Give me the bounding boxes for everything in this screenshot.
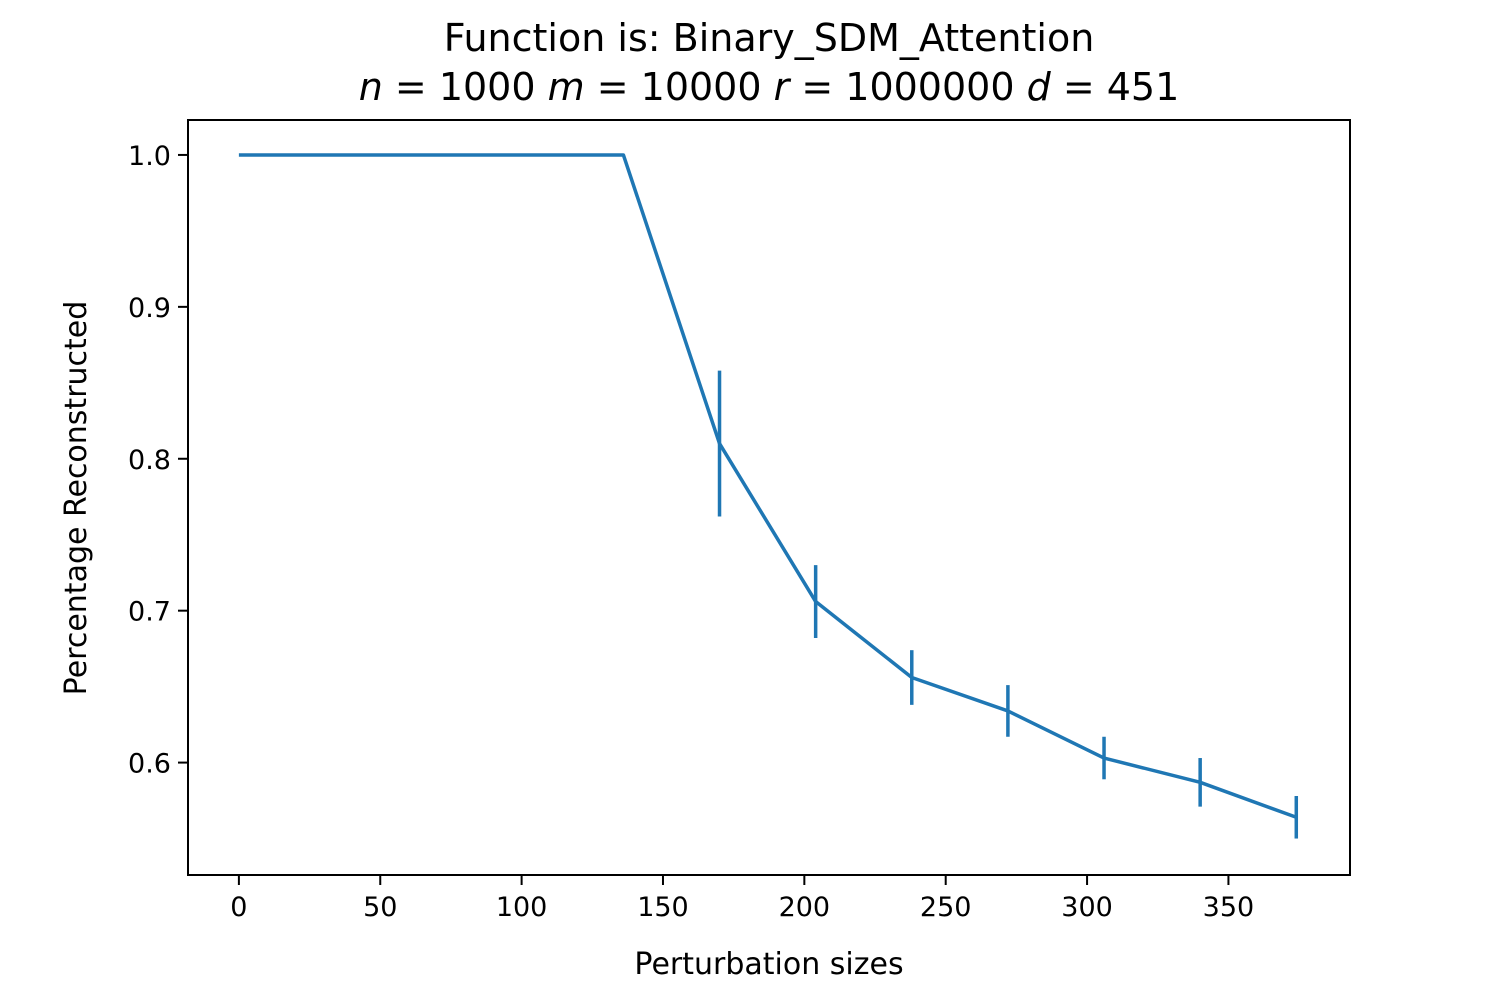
y-tick-label: 1.0 bbox=[128, 141, 171, 172]
x-axis-label: Perturbation sizes bbox=[634, 947, 903, 982]
x-tick-label: 200 bbox=[779, 892, 831, 923]
chart-title: Function is: Binary_SDM_Attention bbox=[444, 16, 1095, 60]
x-tick-label: 100 bbox=[496, 892, 548, 923]
x-tick-label: 350 bbox=[1203, 892, 1255, 923]
x-tick-label: 50 bbox=[363, 892, 397, 923]
series-line bbox=[238, 153, 1297, 819]
chart-subtitle: n = 1000 m = 10000 r = 1000000 d = 451 bbox=[359, 65, 1180, 109]
y-axis: 0.6 0.7 0.8 0.9 1.0 bbox=[128, 141, 188, 780]
x-axis: 0 50 100 150 200 250 300 350 bbox=[230, 875, 1254, 923]
plot-area bbox=[238, 153, 1299, 839]
x-tick-label: 250 bbox=[920, 892, 972, 923]
y-tick-label: 0.6 bbox=[128, 749, 171, 780]
x-tick-label: 150 bbox=[637, 892, 689, 923]
y-tick-label: 0.8 bbox=[128, 445, 171, 476]
x-tick-label: 300 bbox=[1061, 892, 1113, 923]
y-tick-label: 0.9 bbox=[128, 293, 171, 324]
y-tick-label: 0.7 bbox=[128, 597, 171, 628]
y-axis-label: Percentage Reconstructed bbox=[59, 301, 94, 696]
x-tick-label: 0 bbox=[230, 892, 247, 923]
plot-frame bbox=[187, 119, 1351, 876]
